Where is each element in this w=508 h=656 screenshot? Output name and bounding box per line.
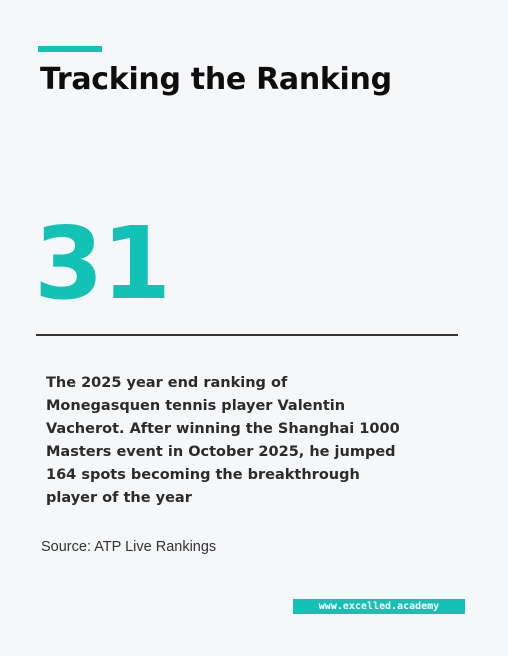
ranking-number: 31 bbox=[34, 205, 171, 322]
website-link[interactable]: www.excelled.academy bbox=[293, 599, 465, 614]
page-title: Tracking the Ranking bbox=[40, 62, 392, 97]
source-text: Source: ATP Live Rankings bbox=[41, 539, 217, 555]
divider bbox=[36, 334, 458, 336]
accent-bar bbox=[38, 46, 102, 52]
description-text: The 2025 year end ranking of Monegasquen… bbox=[46, 375, 400, 506]
